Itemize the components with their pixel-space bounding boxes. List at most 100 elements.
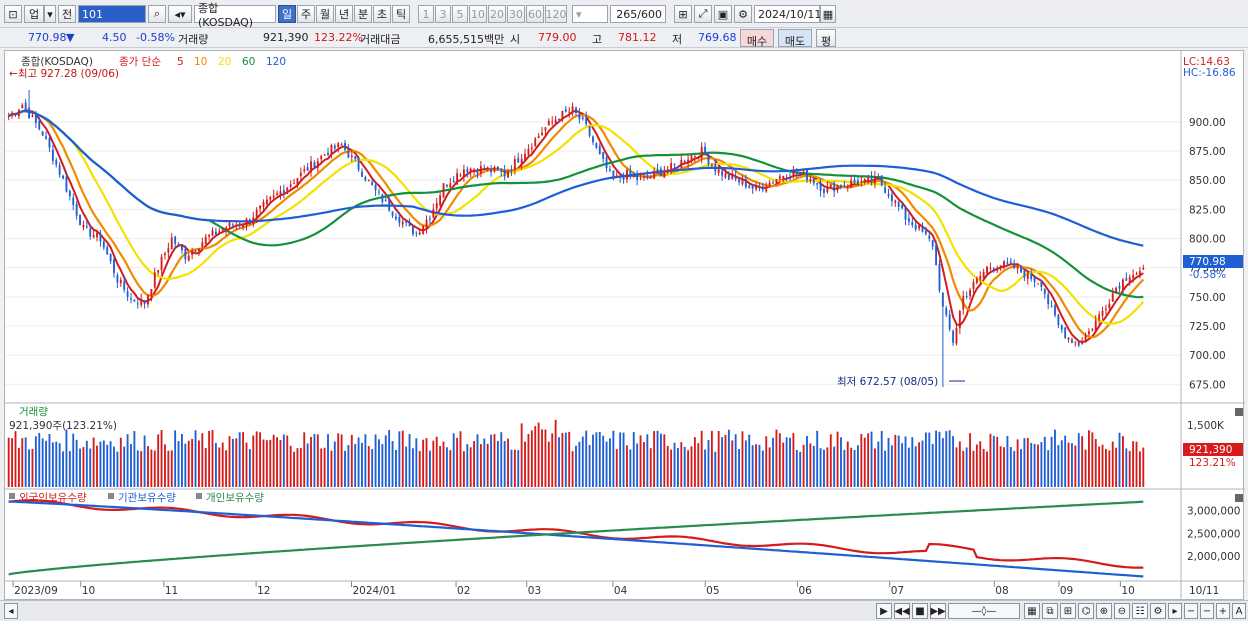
volume-bar [782, 442, 785, 487]
zoom-out-icon[interactable]: ⊖ [1114, 603, 1130, 619]
market-dropdown-icon[interactable]: ▾ [44, 5, 56, 23]
prev-button[interactable]: 전 [58, 5, 76, 23]
candle-body [408, 221, 411, 226]
volume-close-icon[interactable] [1235, 408, 1243, 416]
interval-tab-3[interactable]: 10 [469, 5, 487, 23]
save-icon[interactable]: ▣ [714, 5, 732, 23]
scroll-bar[interactable]: ◂ ▶ ◀◀ ■ ▶▶ —◊— ▦ ⧉ ⊞ ⌬ ⊕ ⊖ ☷ ⚙ ▸ − − + … [0, 600, 1248, 621]
chart-svg[interactable]: 900.00875.00850.00825.00800.00775.00750.… [5, 51, 1245, 601]
volume-bar [911, 437, 914, 487]
calendar-icon[interactable]: ▦ [820, 5, 836, 23]
candle-body [384, 199, 387, 201]
chart-area[interactable]: 900.00 875.00 850.00 825.00 800.00 775.00 750.… [4, 50, 1245, 601]
volume-bar [958, 441, 961, 487]
candle-body [568, 111, 571, 113]
candle-body [1020, 265, 1022, 273]
interval-tab-4[interactable]: 20 [488, 5, 506, 23]
search-icon[interactable]: ⌕ [148, 5, 166, 23]
candle-body [1135, 273, 1138, 275]
period-tab-5[interactable]: 초 [373, 5, 391, 23]
speaker-icon[interactable]: ◂▾ [168, 5, 192, 23]
candle-body [432, 209, 435, 218]
period-tab-0[interactable]: 일 [278, 5, 296, 23]
volume-bar [551, 433, 554, 487]
gear-icon[interactable]: ⚙ [734, 5, 752, 23]
scroll-right-icon[interactable]: ▸ [1168, 603, 1182, 619]
period-tab-3[interactable]: 년 [335, 5, 353, 23]
code-value: 101 [82, 7, 103, 21]
plus-icon[interactable]: + [1216, 603, 1230, 619]
sell-button[interactable]: 매도 [778, 29, 812, 48]
interval-tab-2[interactable]: 5 [452, 5, 468, 23]
market-select[interactable]: 업 [24, 5, 44, 23]
volume-bar [1040, 442, 1043, 487]
crosshair-icon[interactable]: ⊞ [674, 5, 692, 23]
interval-select[interactable]: ▾ [572, 5, 608, 23]
candle-body [24, 102, 27, 110]
settings-icon[interactable]: ⚙ [1150, 603, 1166, 619]
ma-line-5 [8, 108, 1144, 344]
forward-icon[interactable]: ▶▶ [930, 603, 946, 619]
count-field[interactable]: 265/600 [610, 5, 666, 23]
volume-bar [561, 433, 564, 487]
play-icon[interactable]: ▶ [876, 603, 892, 619]
volume-bar [666, 445, 669, 487]
period-tab-2[interactable]: 월 [316, 5, 334, 23]
buy-button[interactable]: 매수 [740, 29, 774, 48]
grid-icon[interactable]: ⊞ [1060, 603, 1076, 619]
window-icon[interactable]: ⊡ [4, 5, 22, 23]
candle-body [1047, 294, 1050, 305]
volume-bar [442, 441, 445, 487]
minus-icon[interactable]: − [1200, 603, 1214, 619]
candle-body [1101, 310, 1104, 316]
zoom-slider[interactable]: —◊— [948, 603, 1020, 619]
interval-tab-6[interactable]: 60 [526, 5, 544, 23]
volume-bar [381, 444, 384, 487]
volume-bar [1138, 451, 1141, 487]
volume-bar [313, 434, 316, 487]
volume-bar [1074, 445, 1077, 487]
interval-tab-5[interactable]: 30 [507, 5, 525, 23]
interval-tab-0[interactable]: 1 [418, 5, 434, 23]
candle-body [975, 278, 978, 283]
date-field[interactable]: 2024/10/11 [754, 5, 821, 23]
x-tick-label: 11 [165, 585, 178, 597]
volume-bar [904, 436, 907, 487]
volume-bar [123, 446, 126, 487]
chart-type-icon[interactable]: ⌬ [1078, 603, 1094, 619]
interval-tab-7[interactable]: 120 [545, 5, 567, 23]
candle-body [170, 237, 173, 249]
code-input[interactable]: 101 [78, 5, 146, 23]
candle-body [1064, 327, 1067, 338]
shrink-icon[interactable]: − [1184, 603, 1198, 619]
table-icon[interactable]: ☷ [1132, 603, 1148, 619]
volume-bar [323, 447, 326, 487]
holding-close-icon[interactable] [1235, 494, 1243, 502]
font-size-icon[interactable]: A [1232, 603, 1246, 619]
holding-legend: 외국인보유수량 기관보유수량 개인보유수량 [9, 492, 264, 504]
interval-tab-1[interactable]: 3 [435, 5, 451, 23]
candle-body [252, 217, 255, 224]
candle-body [911, 221, 914, 226]
candle-body [812, 177, 815, 184]
zoom-in-icon[interactable]: ⊕ [1096, 603, 1112, 619]
stop-icon[interactable]: ■ [912, 603, 928, 619]
volume-bar [344, 450, 346, 487]
volume-bar [738, 448, 740, 487]
layout-icon[interactable]: ▦ [1024, 603, 1040, 619]
scroll-left-icon[interactable]: ◂ [4, 603, 18, 619]
volume-bar [143, 435, 146, 487]
candle-body [765, 187, 768, 192]
eval-button[interactable]: 평 [816, 29, 836, 48]
copy-icon[interactable]: ⧉ [1042, 603, 1058, 619]
period-tab-4[interactable]: 분 [354, 5, 372, 23]
hc-value: HC:-16.86 [1183, 67, 1236, 79]
candle-body [768, 182, 771, 186]
period-tab-1[interactable]: 주 [297, 5, 315, 23]
rewind-icon[interactable]: ◀◀ [894, 603, 910, 619]
chart-tools-icon[interactable]: ⤢ [694, 5, 712, 23]
period-tab-6[interactable]: 틱 [392, 5, 410, 23]
candle-body [656, 169, 659, 171]
volume-bar [48, 433, 51, 487]
holding-lines [8, 499, 1144, 578]
